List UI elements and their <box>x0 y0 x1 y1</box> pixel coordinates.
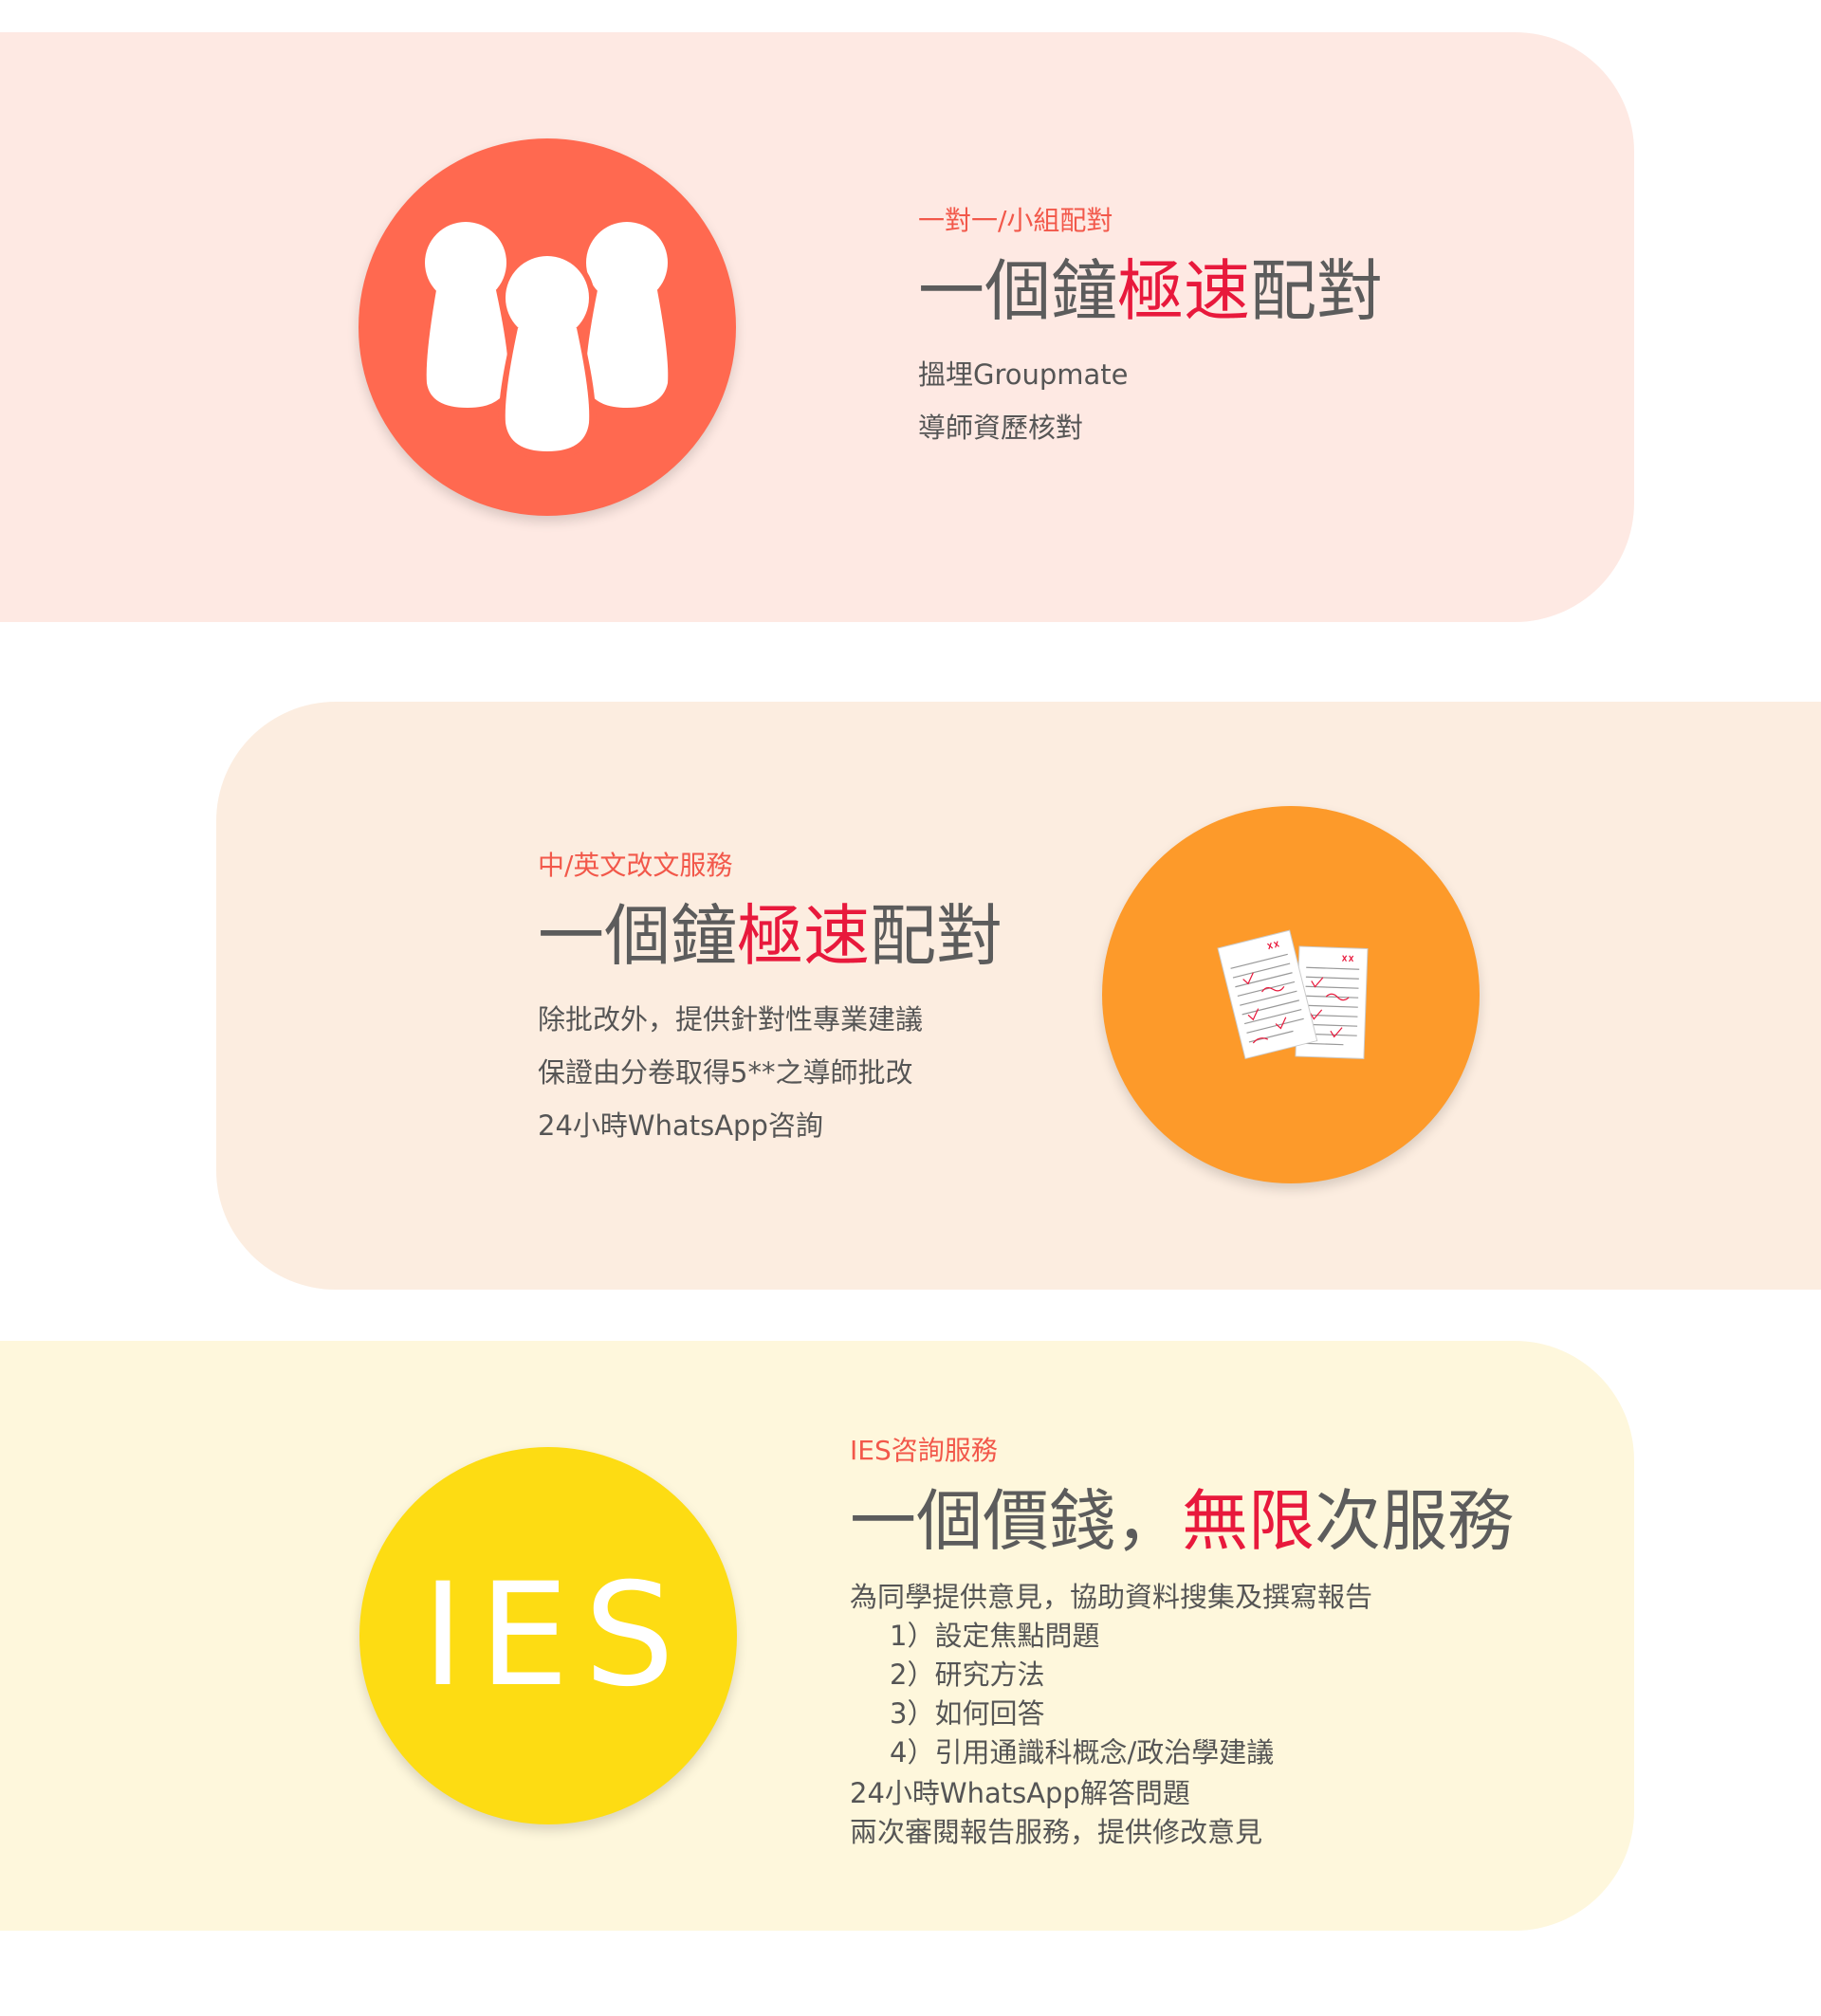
headline-post: 次服務 <box>1315 1482 1514 1560</box>
feature-line: 導師資歷核對 <box>918 412 1084 444</box>
service-card-ies <box>0 1341 1634 1931</box>
headline-highlight: 極速 <box>737 897 870 975</box>
ies-text-block: IES咨詢服務 一個價錢，無限次服務 為同學提供意見，協助資料搜集及撰寫報告 1… <box>850 1432 1514 1852</box>
headline-highlight: 無限 <box>1182 1482 1315 1560</box>
headline-pre: 一個價錢， <box>850 1482 1182 1560</box>
service-features: 為同學提供意見，協助資料搜集及撰寫報告 1）設定焦點問題 2）研究方法 3）如何… <box>850 1578 1514 1852</box>
service-headline: 一個鐘極速配對 <box>538 890 1002 981</box>
marked-papers-icon <box>1102 806 1480 1183</box>
headline-pre: 一個鐘 <box>918 252 1117 330</box>
feature-line: 除批改外，提供針對性專業建議 <box>538 1003 924 1035</box>
feature-intro: 為同學提供意見，協助資料搜集及撰寫報告 <box>850 1581 1373 1613</box>
feature-sub-item: 2）研究方法 <box>890 1659 1045 1691</box>
headline-post: 配對 <box>870 897 1002 975</box>
feature-sub-item: 1）設定焦點問題 <box>890 1620 1100 1652</box>
feature-line: 保證由分卷取得5**之導師批改 <box>538 1056 913 1089</box>
service-features: 除批改外，提供針對性專業建議 保證由分卷取得5**之導師批改 24小時Whats… <box>538 993 1002 1152</box>
service-headline: 一個價錢，無限次服務 <box>850 1475 1514 1567</box>
service-card-essay <box>216 702 1821 1290</box>
service-features: 搵埋Groupmate 導師資歷核對 <box>918 348 1383 454</box>
headline-highlight: 極速 <box>1117 252 1250 330</box>
matching-text-block: 一對一/小組配對 一個鐘極速配對 搵埋Groupmate 導師資歷核對 <box>918 202 1383 454</box>
group-people-icon <box>359 138 736 516</box>
service-eyebrow: IES咨詢服務 <box>850 1435 998 1466</box>
service-eyebrow: 中/英文改文服務 <box>538 850 733 881</box>
ies-badge: IES <box>359 1447 737 1824</box>
feature-line: 搵埋Groupmate <box>918 358 1129 391</box>
service-headline: 一個鐘極速配對 <box>918 246 1383 337</box>
service-eyebrow: 一對一/小組配對 <box>918 205 1113 236</box>
ies-badge-label: IES <box>421 1553 690 1718</box>
headline-post: 配對 <box>1250 252 1383 330</box>
feature-sub-item: 4）引用通識科概念/政治學建議 <box>890 1736 1275 1769</box>
service-card-matching <box>0 32 1634 622</box>
essay-text-block: 中/英文改文服務 一個鐘極速配對 除批改外，提供針對性專業建議 保證由分卷取得5… <box>538 847 1002 1152</box>
feature-line: 24小時WhatsApp解答問題 <box>850 1777 1190 1809</box>
feature-line: 24小時WhatsApp咨詢 <box>538 1109 823 1142</box>
headline-pre: 一個鐘 <box>538 897 737 975</box>
feature-line: 兩次審閱報告服務，提供修改意見 <box>850 1816 1263 1848</box>
feature-sub-item: 3）如何回答 <box>890 1697 1045 1730</box>
